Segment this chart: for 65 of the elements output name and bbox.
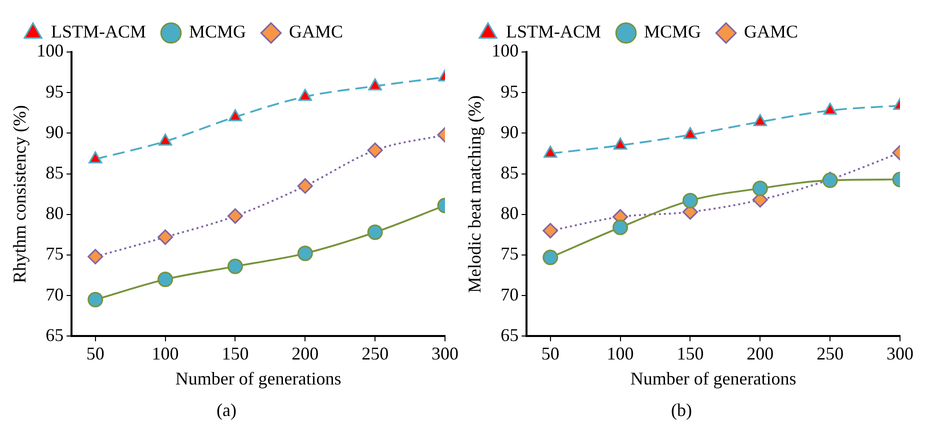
point [88, 151, 102, 164]
text: (b) [671, 400, 692, 420]
legend-label: LSTM-ACM [506, 22, 602, 42]
y-axis-title: Melodic beat matching (%) [464, 95, 485, 293]
y-tick-label: 90 [500, 122, 519, 142]
x-tick-label: 300 [432, 344, 458, 364]
x-tick-label: 250 [816, 344, 844, 364]
y-tick-label: 90 [46, 122, 64, 142]
point [542, 250, 558, 266]
y-tick-label: 100 [492, 40, 519, 61]
x-tick-label: 150 [222, 344, 249, 364]
x-tick-label: 50 [541, 344, 560, 364]
point [228, 109, 242, 122]
x-tick-label: 250 [362, 344, 389, 364]
point [612, 220, 628, 236]
point [368, 78, 382, 90]
point [227, 208, 243, 224]
point [682, 192, 698, 208]
legend-label: MCMG [644, 22, 702, 42]
legend-label: LSTM-ACM [51, 22, 146, 42]
x-tick-label: 200 [292, 344, 319, 364]
y-tick-label: 75 [500, 244, 519, 264]
point [683, 127, 698, 140]
point [88, 248, 104, 264]
point [367, 142, 383, 158]
y-tick-label: 70 [46, 284, 64, 304]
y-tick-label: 80 [500, 203, 519, 224]
point [88, 292, 104, 308]
point [297, 246, 313, 262]
y-tick-label: 65 [46, 324, 64, 345]
point [298, 88, 312, 101]
point [297, 178, 313, 194]
point [752, 180, 768, 196]
legend-label: GAMC [744, 22, 798, 42]
point [544, 146, 558, 158]
y-tick-label: 65 [500, 324, 519, 345]
x-axis-title: Number of generations [175, 368, 342, 388]
point [753, 114, 767, 126]
y-tick-label: 80 [46, 203, 64, 224]
x-tick-label: 50 [86, 344, 104, 364]
point [367, 224, 383, 240]
point [158, 134, 172, 146]
text: (a) [216, 400, 236, 420]
y-tick-label: 95 [46, 81, 64, 102]
y-axis-title: Rhythm consistency (%) [10, 105, 30, 284]
x-tick-label: 200 [746, 344, 774, 364]
point [613, 138, 628, 150]
y-tick-label: 100 [36, 40, 64, 61]
point [158, 272, 174, 288]
x-tick-label: 150 [676, 344, 704, 364]
y-tick-label: 85 [500, 162, 519, 183]
x-tick-label: 300 [886, 344, 914, 364]
legend-label: GAMC [289, 22, 344, 42]
legend-label: MCMG [189, 22, 246, 42]
y-tick-label: 95 [500, 81, 519, 102]
y-tick-label: 85 [46, 162, 64, 183]
point [823, 102, 837, 115]
x-axis-title: Number of generations [630, 368, 796, 388]
point [227, 258, 243, 274]
point [542, 222, 558, 238]
x-tick-label: 100 [606, 344, 634, 364]
y-tick-label: 70 [500, 284, 519, 304]
x-tick-label: 100 [152, 344, 179, 364]
point [158, 229, 174, 245]
y-tick-label: 75 [46, 244, 64, 264]
